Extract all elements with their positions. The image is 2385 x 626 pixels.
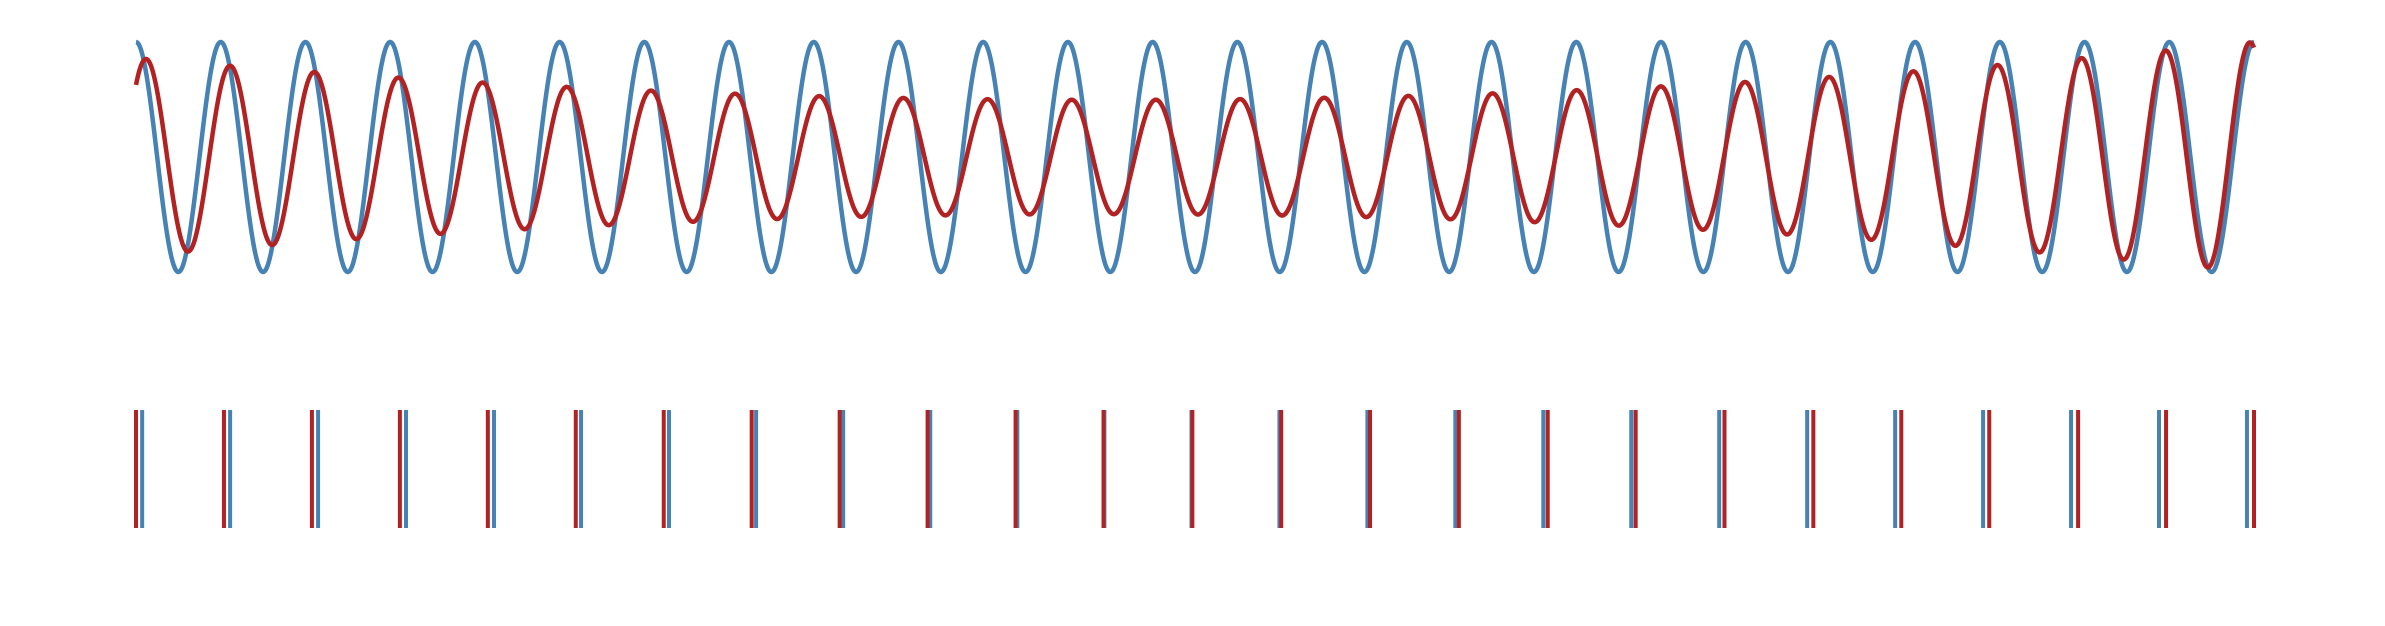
wave-plot — [133, 39, 2257, 275]
wave-series-red — [133, 40, 2257, 270]
event-plot — [134, 410, 2256, 528]
